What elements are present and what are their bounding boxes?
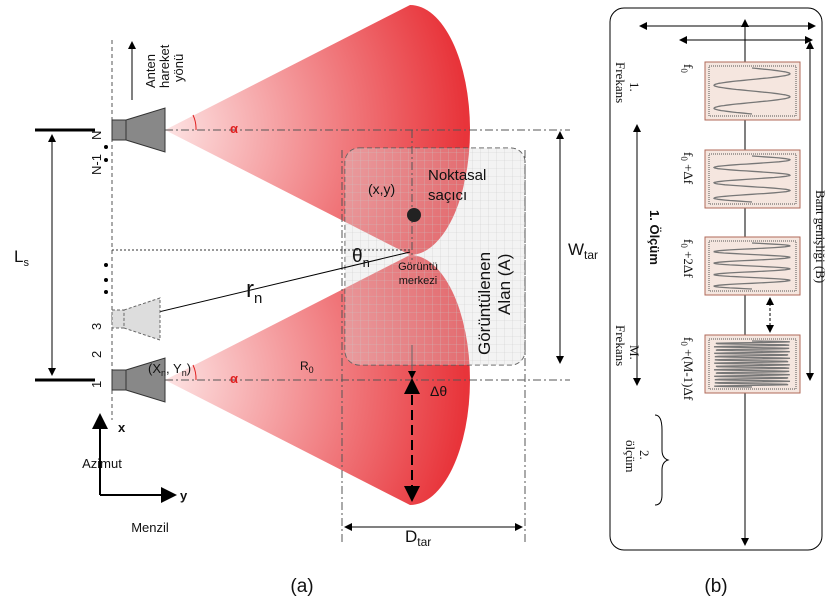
azimuth: Azimut — [82, 456, 122, 471]
frequency-label-group: f0 +(M-1)Δf — [679, 337, 696, 401]
frequency-rest: +(M-1)Δf — [681, 346, 696, 401]
figure: Antenhareketyönü N N-1 1 2 3 Ls α α Nokt… — [0, 0, 826, 606]
label-n: N — [89, 131, 104, 140]
first-frequency: 1.Frekans — [613, 62, 642, 103]
frequency-rest: +Δf — [681, 161, 696, 185]
second-measurement: 2.ölçüm — [623, 440, 652, 473]
label-3: 3 — [89, 323, 104, 330]
frequency-label: f0 +Δf — [679, 152, 696, 185]
alpha-top: α — [230, 121, 238, 136]
delta-theta: Δθ — [430, 383, 447, 399]
caption-a: (a) — [290, 576, 313, 597]
alpha-bottom: α — [230, 371, 238, 386]
panel-b: f0 f0 +Δf f0 +2Δf f0 +(M-1)Δf 1.Frekans M.F… — [610, 8, 826, 597]
frequency-rest: +2Δf — [681, 248, 696, 278]
range-vector: rn — [246, 276, 262, 307]
bandwidth: Bant genişliği (B) — [813, 190, 826, 283]
width: Wtar — [568, 240, 598, 262]
frequency-label-group: f0 +2Δf — [679, 239, 696, 278]
depth: Dtar — [405, 527, 431, 549]
point-scatterer — [407, 208, 421, 222]
label-n-1: N-1 — [89, 154, 104, 175]
length: Ls — [14, 247, 29, 269]
frequency-label: f0 — [679, 64, 696, 73]
frequency-label-group: f0 +Δf — [679, 152, 696, 185]
frequency-label: f0 +2Δf — [679, 239, 696, 278]
point: (x,y) — [368, 181, 395, 197]
panel-a: Antenhareketyönü N N-1 1 2 3 Ls α α Nokt… — [14, 5, 598, 597]
frequency-sub: 0 — [679, 68, 689, 73]
caption-b: (b) — [704, 576, 727, 597]
antenna-position: (Xn, Yn) — [148, 361, 191, 378]
frequency-label: f0 +(M-1)Δf — [679, 337, 696, 401]
label-1: 1 — [89, 381, 104, 388]
frequency-label-group: f0 — [679, 64, 696, 73]
y-axis: y — [180, 488, 188, 503]
antenna-direction: Antenhareketyönü — [143, 44, 186, 88]
first-measurement: 1. Ölçüm — [647, 210, 662, 265]
label-2: 2 — [89, 351, 104, 358]
x-axis: x — [118, 420, 126, 435]
last-frequency: M.Frekans — [613, 325, 642, 366]
range-axis: Menzil — [131, 520, 169, 535]
